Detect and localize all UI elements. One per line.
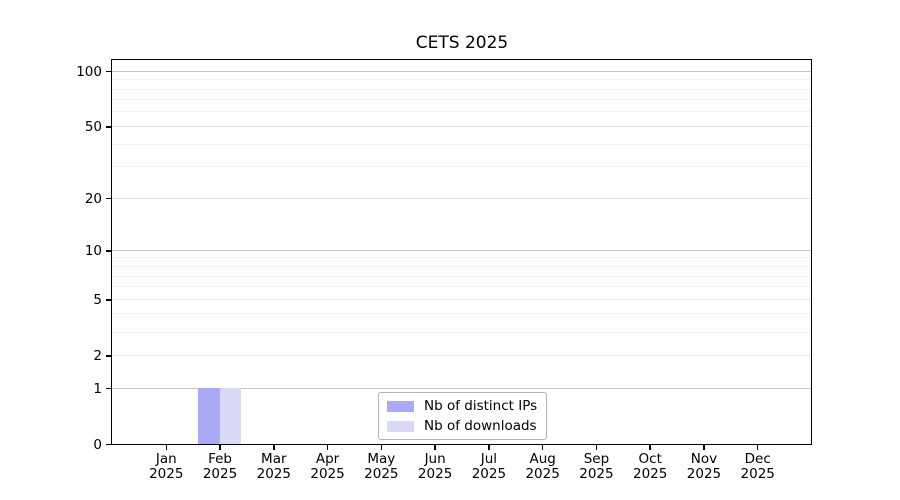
x-tick-label-may: May 2025 [353,452,409,482]
x-tick-label-year: 2025 [633,466,668,482]
x-tick-label-jun: Jun 2025 [407,452,463,482]
x-tick-label-month: Jul [480,451,498,467]
legend-label-distinct-ips: Nb of distinct IPs [424,398,538,414]
gridline-major-10 [112,249,811,251]
gridline-major-1 [112,387,811,389]
x-tick-label-apr: Apr 2025 [300,452,356,482]
chart-title: CETS 2025 [415,33,509,53]
x-tick-aug [541,444,544,450]
gridline-mid-50 [112,125,811,127]
x-tick-label-oct: Oct 2025 [622,452,678,482]
legend-item-distinct-ips: Nb of distinct IPs [387,398,537,414]
y-tick-2 [105,355,112,357]
x-tick-label-month: Oct [638,451,662,467]
gridline-minor-70 [112,99,811,101]
y-tick-50 [105,126,112,128]
x-tick-label-year: 2025 [525,466,560,482]
y-tick-label-50: 50 [84,118,102,135]
gridline-mid-20 [112,197,811,199]
x-tick-label-year: 2025 [310,466,345,482]
x-tick-label-year: 2025 [202,466,238,482]
gridline-mid-2 [112,354,811,356]
y-tick-100 [105,70,112,73]
x-tick-label-month: Nov [690,451,718,467]
y-tick-1 [105,387,112,390]
legend-swatch-downloads-icon [387,420,414,432]
gridline-minor-6 [112,286,811,288]
y-tick-label-1: 1 [93,380,102,397]
x-tick-label-feb: Feb 2025 [192,452,248,482]
gridline-minor-9 [112,257,811,259]
x-tick-label-month: Sep [583,451,610,467]
x-tick-label-year: 2025 [579,466,614,482]
x-tick-label-aug: Aug 2025 [515,452,571,482]
x-tick-jul [488,444,490,450]
x-tick-oct [649,444,651,450]
bar-downloads-feb [219,388,242,444]
x-tick-label-month: Jan [155,451,177,467]
x-tick-label-year: 2025 [471,466,507,482]
plot-area [111,59,812,445]
gridline-mid-5 [112,298,811,300]
bar-distinct-ips-feb [198,388,220,444]
x-tick-label-month: Dec [744,451,771,467]
y-tick-label-20: 20 [84,190,102,207]
gridline-minor-90 [112,79,811,81]
y-tick-5 [105,299,112,301]
legend-label-downloads: Nb of downloads [424,418,537,434]
x-tick-label-month: May [367,451,396,467]
x-tick-mar [273,444,275,450]
y-tick-label-5: 5 [93,291,102,308]
x-tick-apr [326,444,329,450]
x-tick-label-year: 2025 [364,466,399,482]
x-tick-label-year: 2025 [256,466,291,482]
y-tick-0 [105,443,112,446]
x-tick-feb [219,444,221,450]
y-tick-20 [105,197,112,200]
x-tick-label-month: Apr [315,451,340,467]
x-tick-sep [595,444,598,450]
y-tick-label-100: 100 [76,63,102,80]
legend-swatch-distinct-ips-icon [387,400,414,412]
gridline-minor-30 [112,166,811,168]
x-tick-label-sep: Sep 2025 [568,452,624,482]
x-tick-label-year: 2025 [686,466,722,482]
x-tick-nov [703,444,705,450]
x-tick-label-jan: Jan 2025 [138,452,194,482]
x-tick-label-month: Feb [208,451,232,467]
x-tick-may [380,444,383,450]
x-tick-jun [434,444,436,450]
x-tick-label-month: Mar [261,451,287,467]
x-tick-label-year: 2025 [740,466,775,482]
y-tick-10 [105,250,112,252]
y-tick-label-0: 0 [93,436,102,453]
y-tick-label-10: 10 [84,242,102,259]
gridline-minor-60 [112,111,811,113]
x-tick-label-mar: Mar 2025 [246,452,302,482]
x-tick-label-dec: Dec 2025 [730,452,786,482]
legend: Nb of distinct IPs Nb of downloads [378,392,548,440]
x-tick-label-year: 2025 [149,466,184,482]
gridline-minor-7 [112,275,811,277]
x-tick-dec [756,444,759,450]
gridline-minor-8 [112,266,811,267]
gridline-minor-4 [112,313,811,315]
gridline-minor-40 [112,143,811,145]
legend-item-downloads: Nb of downloads [387,418,537,434]
gridline-minor-3 [112,331,811,333]
x-tick-jan [165,444,168,450]
y-tick-label-2: 2 [93,347,102,364]
x-tick-label-month: Jun [424,451,446,467]
gridline-major-100 [112,70,811,72]
x-tick-label-nov: Nov 2025 [676,452,732,482]
x-tick-label-month: Aug [529,451,556,467]
x-tick-label-year: 2025 [417,466,453,482]
gridline-minor-80 [112,88,811,90]
x-tick-label-jul: Jul 2025 [461,452,517,482]
